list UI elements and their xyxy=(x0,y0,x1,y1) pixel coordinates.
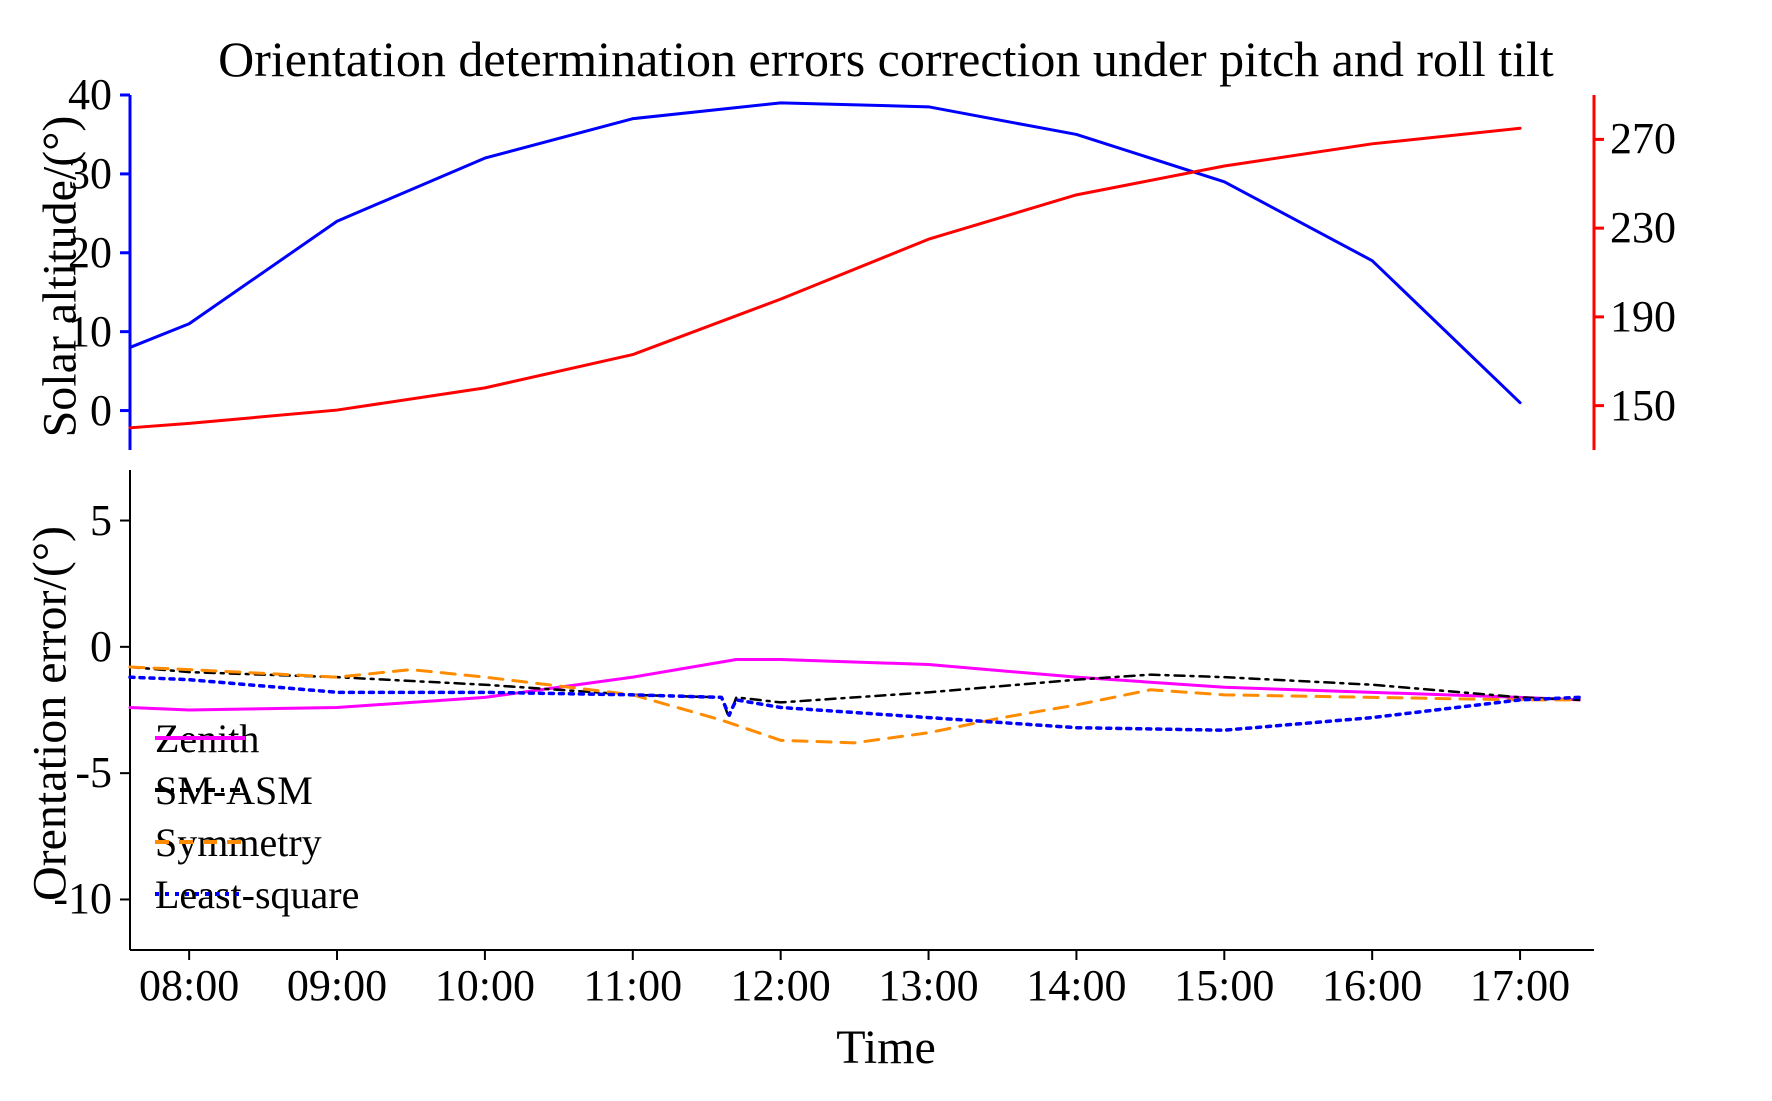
yaw-line xyxy=(130,128,1520,428)
bottom-y-tick: 5 xyxy=(90,499,112,543)
x-tick: 16:00 xyxy=(1322,964,1422,1008)
orientation-error-axis-label: Orentation error/(°) xyxy=(23,499,78,929)
x-tick: 12:00 xyxy=(731,964,831,1008)
top-right-tick: 230 xyxy=(1610,206,1676,250)
top-right-tick: 270 xyxy=(1610,117,1676,161)
x-tick: 09:00 xyxy=(287,964,387,1008)
solar-altitude-axis-label: Solar altitude/(°) xyxy=(33,86,88,466)
x-axis-label: Time xyxy=(0,1020,1772,1075)
legend-item: SM-ASM xyxy=(155,764,359,816)
yaw-axis-label: Yaw/(°) xyxy=(1767,213,1772,473)
bottom-y-tick: -5 xyxy=(75,751,112,795)
legend-swatch-icon xyxy=(155,827,245,857)
legend-item: Zenith xyxy=(155,712,359,764)
x-tick: 11:00 xyxy=(583,964,682,1008)
legend-swatch-icon xyxy=(155,775,245,805)
legend-item: Symmetry xyxy=(155,816,359,868)
x-tick: 15:00 xyxy=(1174,964,1274,1008)
x-tick: 10:00 xyxy=(435,964,535,1008)
x-tick: 14:00 xyxy=(1026,964,1126,1008)
x-tick: 08:00 xyxy=(139,964,239,1008)
top-left-tick: 0 xyxy=(90,389,112,433)
legend-swatch-icon xyxy=(155,723,245,753)
x-tick: 13:00 xyxy=(878,964,978,1008)
top-right-tick: 190 xyxy=(1610,295,1676,339)
error-series-zenith xyxy=(130,659,1579,710)
top-right-tick: 150 xyxy=(1610,384,1676,428)
solar-altitude-line xyxy=(130,103,1520,403)
legend-swatch-icon xyxy=(155,879,245,909)
legend-item: Least-square xyxy=(155,868,359,920)
bottom-y-tick: 0 xyxy=(90,625,112,669)
top-panel xyxy=(130,95,1594,450)
x-tick: 17:00 xyxy=(1470,964,1570,1008)
legend: ZenithSM-ASMSymmetryLeast-square xyxy=(155,712,359,920)
chart-title: Orientation determination errors correct… xyxy=(0,30,1772,88)
